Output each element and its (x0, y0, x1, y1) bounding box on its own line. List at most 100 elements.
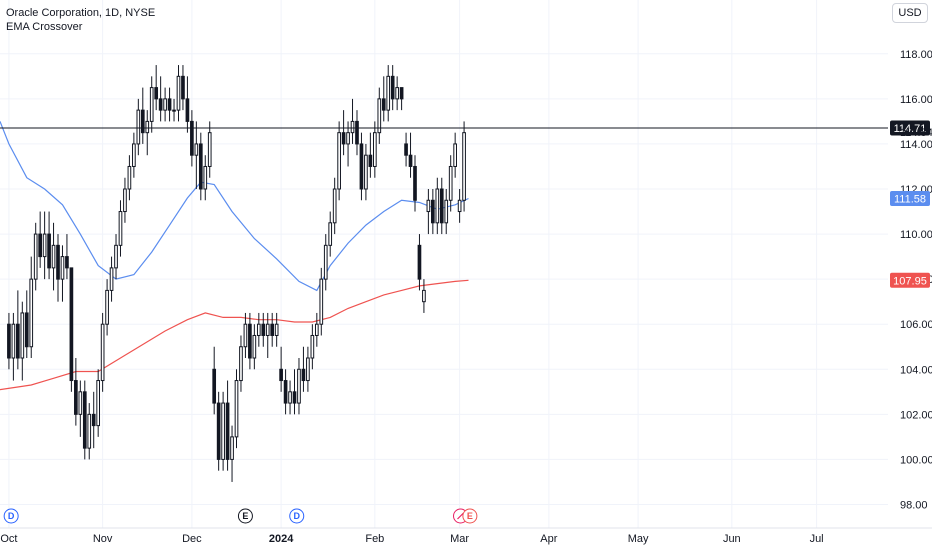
candle (243, 312, 248, 359)
candle-body-up (319, 278, 324, 325)
candle (297, 358, 301, 415)
candle-body-down (301, 368, 306, 382)
candle (439, 177, 444, 235)
dividend-icon[interactable]: D (289, 508, 305, 524)
candle-body-up (364, 154, 368, 190)
candle-body-up (230, 436, 234, 460)
candle (448, 155, 453, 212)
ema-short-line (0, 121, 469, 292)
candle (457, 189, 462, 223)
candle (87, 403, 92, 460)
candle-body-down (190, 120, 194, 156)
candle-body-up (377, 98, 382, 134)
candle (234, 369, 239, 449)
candle-body-down (404, 143, 408, 156)
candle (453, 132, 457, 178)
candle (24, 290, 29, 359)
candle (341, 110, 346, 156)
candle (42, 211, 47, 280)
candle (78, 380, 83, 437)
candle (408, 132, 413, 178)
ema-short-tag-bg (890, 190, 930, 206)
candle-body-up (60, 256, 65, 280)
candle-body-up (337, 132, 341, 190)
candle (431, 189, 435, 235)
candle-body-up (426, 199, 431, 213)
candle-body-down (283, 380, 288, 404)
candles (7, 65, 466, 482)
candle (346, 121, 350, 167)
candle (283, 369, 288, 415)
candle-body-down (279, 368, 283, 382)
candle-body-up (243, 323, 248, 348)
candle-body-up (145, 120, 150, 134)
candle (288, 380, 292, 415)
y-tick-label: 118.00 (900, 49, 932, 61)
candle (38, 211, 42, 268)
candle-body-down (38, 233, 42, 258)
dividend-icon-ring (3, 508, 19, 524)
candle-body-up (265, 323, 270, 336)
candle (20, 301, 25, 381)
dividend-icon[interactable]: D (3, 508, 19, 524)
candle-body-up (51, 244, 56, 269)
ema-long-tag-text: 107.95 (893, 275, 927, 287)
candle (381, 76, 386, 122)
candle (386, 65, 391, 122)
candle-body-down (408, 154, 413, 167)
candle-body-down (355, 120, 359, 145)
x-tick-label: Jul (810, 533, 824, 545)
last-price-tag: 114.71 (890, 120, 930, 136)
candle-body-up (234, 380, 239, 438)
symbol-title[interactable]: Oracle Corporation, 1D, NYSE (6, 7, 156, 19)
candle-body-down (47, 233, 51, 269)
candle (190, 110, 194, 167)
earnings-icon[interactable]: E (237, 508, 253, 524)
candle-body-down (270, 323, 275, 336)
candle (390, 65, 395, 111)
candle (69, 267, 74, 392)
candle (158, 76, 163, 122)
candle-body-up (100, 323, 105, 382)
candle (413, 155, 417, 212)
candle (91, 391, 96, 449)
earnings-icon[interactable]: E (462, 508, 478, 524)
candle-body-up (395, 87, 399, 100)
candle-body-up (462, 132, 466, 201)
candle (404, 132, 408, 167)
candle (96, 369, 101, 437)
time-axis[interactable]: Oct Nov Dec 2024 Feb Mar Apr May Jun Jul (0, 527, 932, 550)
candle (350, 98, 355, 144)
ema-long-tag-bg (890, 272, 930, 288)
x-tick-label: May (628, 533, 649, 545)
candle (118, 200, 123, 257)
candle-body-up (42, 233, 47, 258)
candle-body-up (444, 199, 449, 224)
candle (292, 369, 297, 415)
candle (105, 279, 109, 336)
candle (323, 234, 328, 291)
candle-body-up (33, 233, 38, 280)
candle (33, 222, 38, 291)
candle-body-down (56, 244, 60, 280)
candle (328, 211, 333, 257)
earnings-icon-ring (462, 508, 478, 524)
y-tick-label: 106.00 (900, 319, 932, 331)
candle (109, 256, 114, 302)
candle (65, 234, 69, 280)
indicator-label[interactable]: EMA Crossover (6, 21, 83, 33)
x-tick-label: Jun (723, 533, 741, 545)
candle-body-down (91, 413, 96, 427)
currency-button[interactable]: USD (892, 3, 928, 23)
candle-body-up (310, 334, 315, 359)
candle-body-down (216, 402, 221, 460)
candle (270, 312, 275, 347)
candle-body-down (261, 323, 266, 336)
ema-long-tag: 107.95 (890, 272, 930, 288)
candle (172, 98, 176, 122)
dividend-icon-label: D (293, 511, 300, 521)
ema-short-layer (0, 121, 469, 292)
candle-body-down (212, 368, 217, 404)
candle (248, 312, 252, 370)
